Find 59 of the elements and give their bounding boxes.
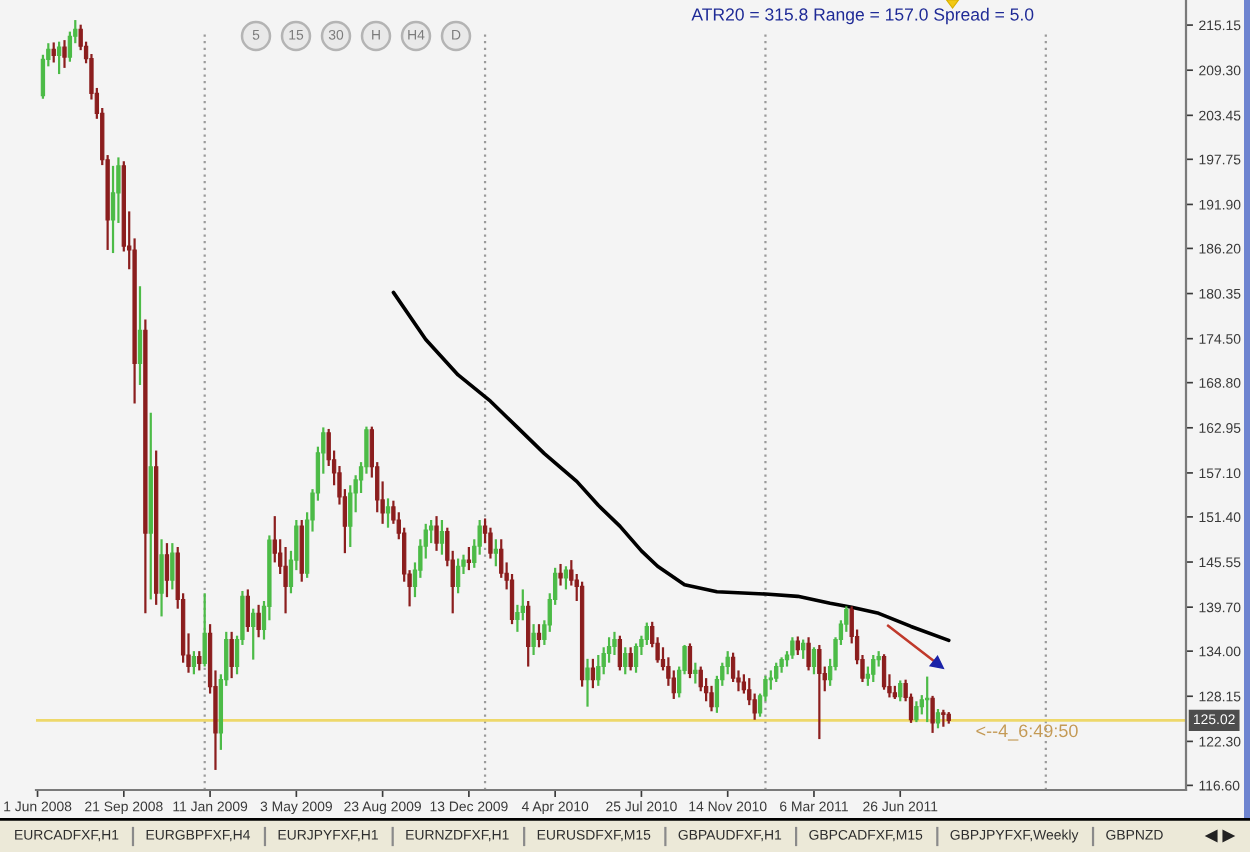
line-series	[391, 290, 951, 643]
candlestick	[299, 518, 304, 583]
candlestick	[110, 164, 116, 255]
candlestick	[164, 542, 170, 599]
candlestick	[590, 657, 596, 690]
candlestick	[774, 661, 779, 684]
candlestick	[898, 679, 903, 703]
candlestick	[256, 603, 261, 639]
candlestick	[466, 545, 472, 572]
candlestick	[159, 538, 164, 618]
candlestick	[628, 646, 633, 672]
candlestick	[202, 592, 207, 668]
candlestick	[455, 557, 461, 595]
candlestick	[644, 621, 649, 647]
candlestick	[385, 497, 391, 529]
candlestick	[709, 684, 714, 713]
candlestick	[283, 545, 288, 615]
candlestick	[693, 661, 698, 685]
candlestick	[439, 518, 445, 556]
candlestick	[914, 700, 919, 724]
candlestick	[617, 634, 623, 672]
candlestick	[730, 651, 736, 684]
annotation: ATR20 = 315.8 Range = 157.0 Spread = 5.0	[691, 7, 1034, 25]
candlestick	[817, 643, 822, 741]
candlestick	[811, 646, 817, 676]
candlestick	[687, 642, 693, 680]
candlestick	[229, 630, 234, 680]
candlestick	[191, 650, 197, 676]
candlestick	[251, 607, 256, 661]
candlestick	[871, 653, 876, 684]
candlestick	[493, 538, 499, 568]
candlestick	[612, 630, 617, 657]
candlestick	[531, 623, 536, 657]
candlestick	[801, 638, 806, 660]
candlestick	[790, 636, 795, 660]
candlestick	[197, 650, 202, 672]
candlestick	[563, 565, 569, 591]
candlestick	[623, 646, 628, 676]
candlestick	[434, 515, 439, 552]
candlestick	[596, 653, 601, 687]
candlestick	[245, 588, 250, 633]
annotation: <--4_6:49:50	[976, 724, 1078, 741]
candlestick	[698, 665, 703, 693]
candlestick	[51, 41, 56, 64]
candlestick	[795, 635, 800, 657]
candlestick	[806, 636, 811, 672]
candlestick	[558, 562, 563, 587]
candlestick	[585, 657, 590, 708]
candlestick	[930, 694, 935, 735]
candlestick	[56, 40, 62, 76]
candlestick	[488, 526, 493, 560]
candlestick	[170, 542, 175, 591]
candlestick	[526, 599, 531, 668]
candlestick	[137, 285, 143, 387]
candlestick	[633, 642, 639, 674]
candlestick	[881, 653, 887, 691]
candlestick	[935, 707, 941, 730]
candlestick	[62, 39, 67, 69]
candlestick	[536, 623, 542, 649]
